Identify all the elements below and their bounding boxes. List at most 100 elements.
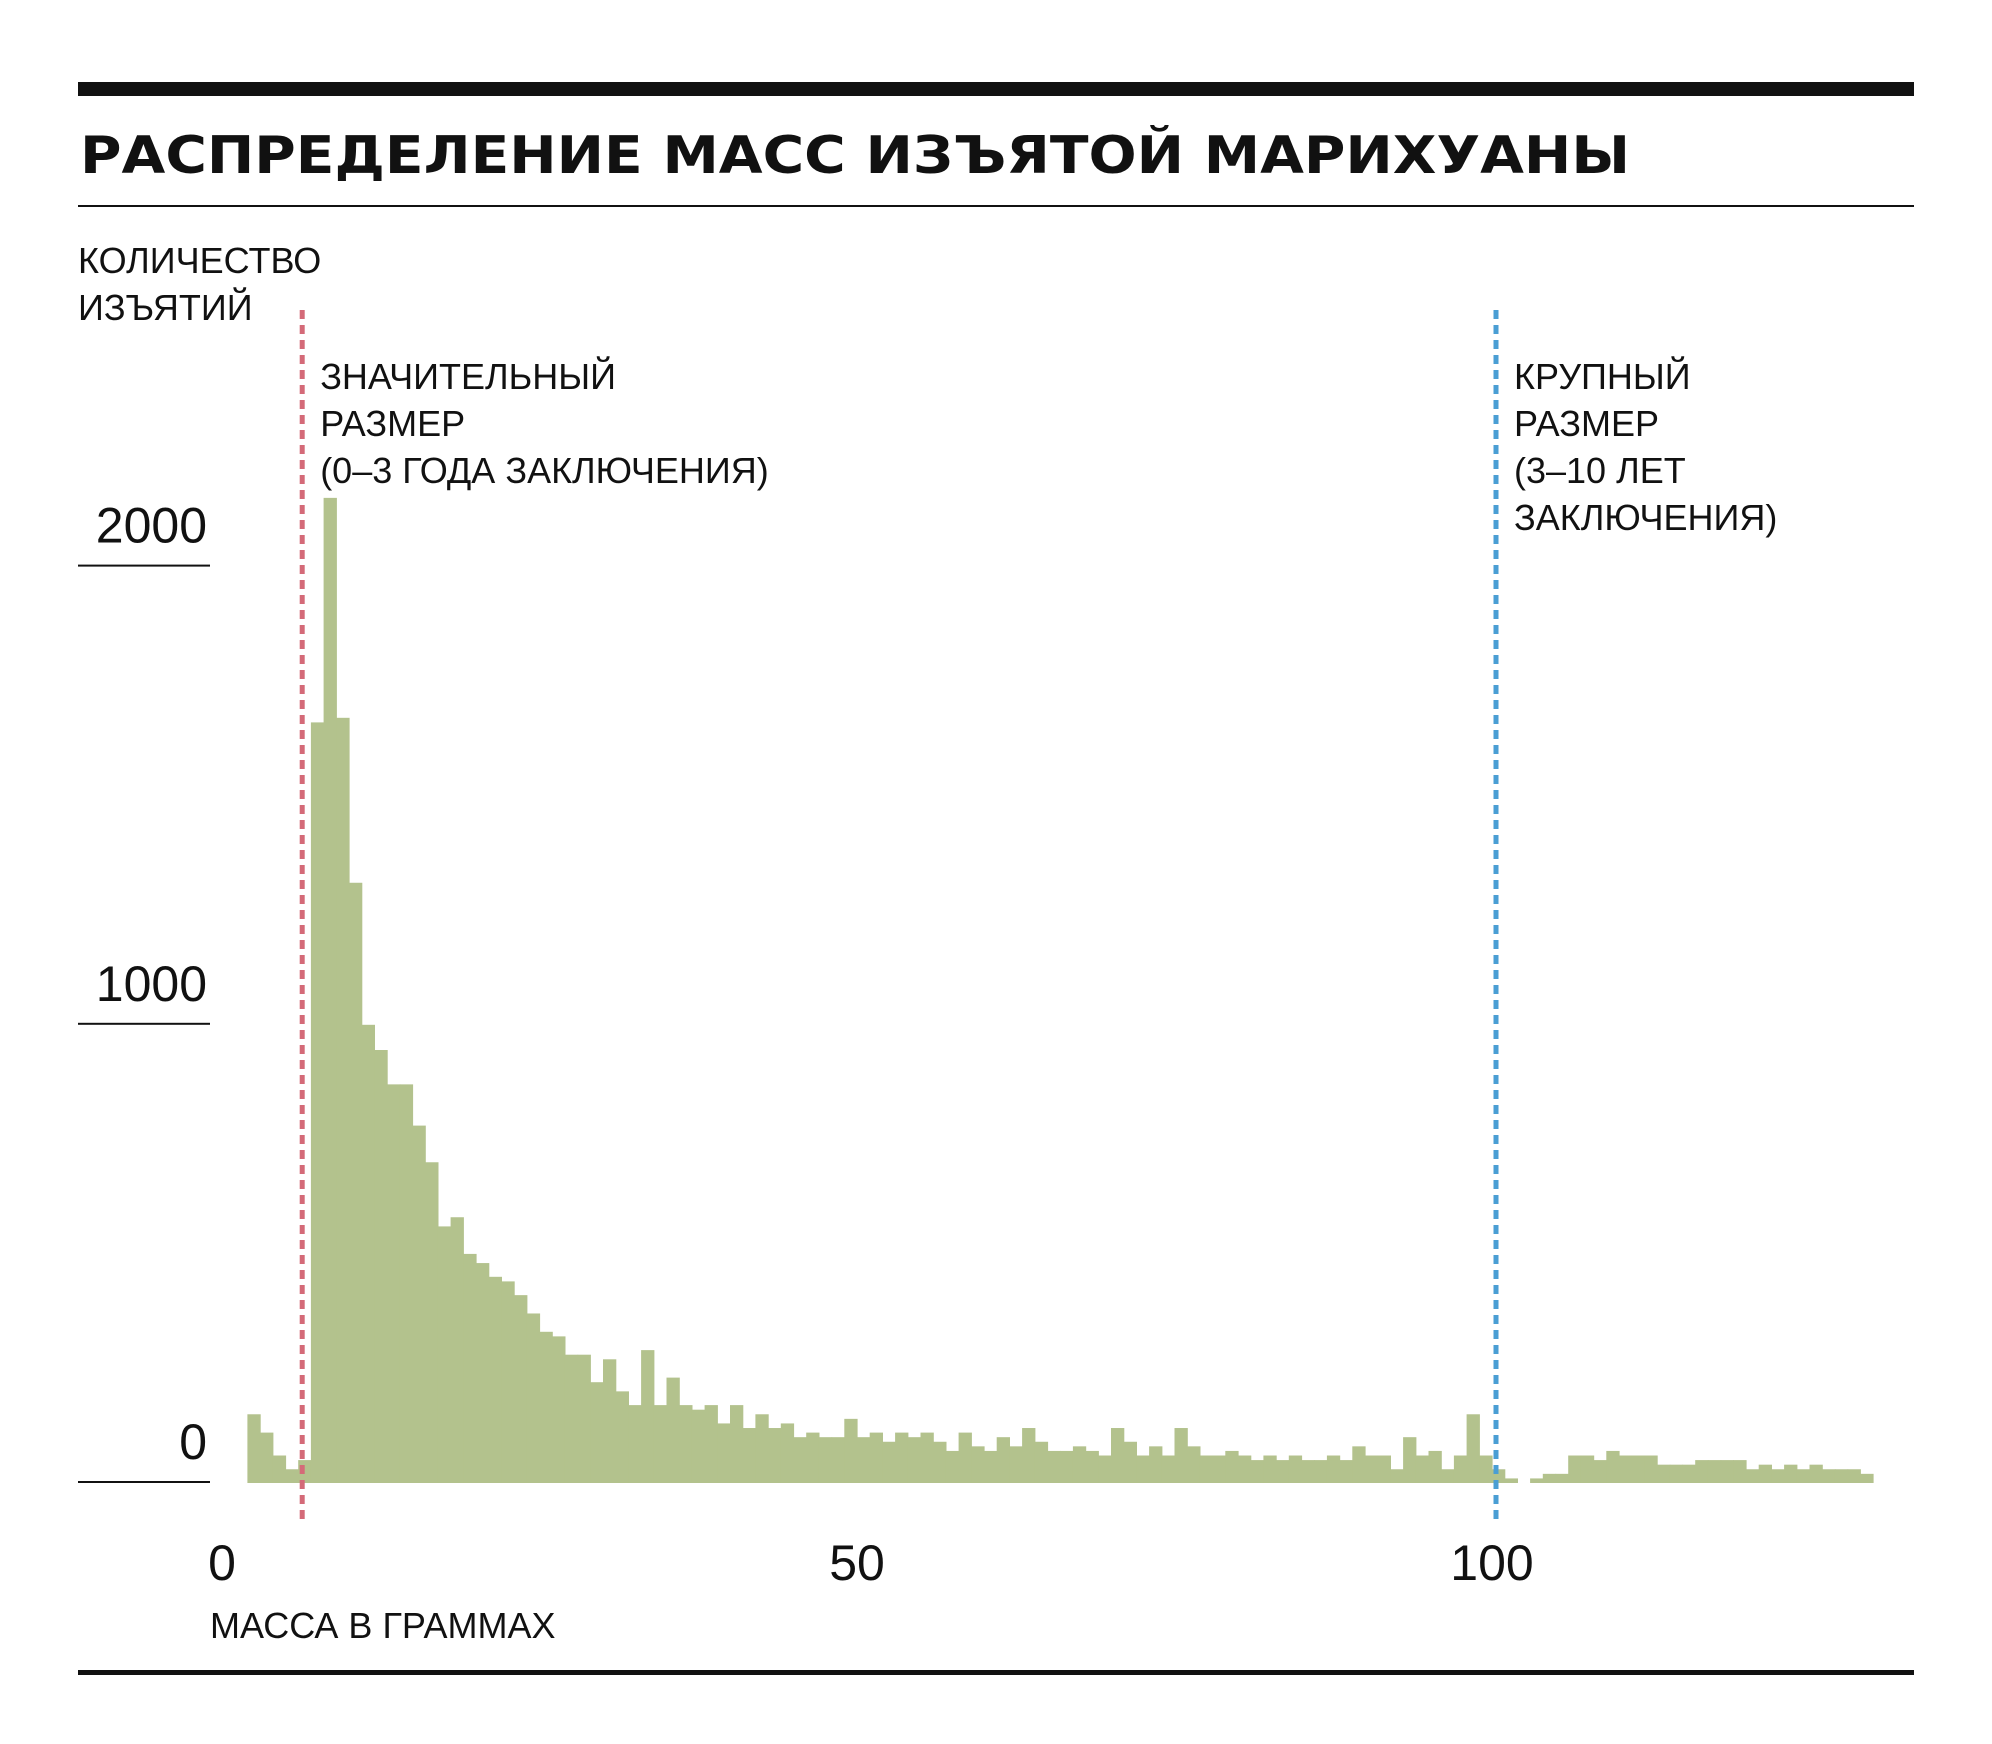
- histogram-bar: [526, 1313, 541, 1483]
- histogram-bar: [1796, 1469, 1811, 1483]
- top-rule: [78, 82, 1914, 96]
- threshold-annotation-line: ЗНАЧИТЕЛЬНЫЙ: [320, 355, 616, 397]
- histogram-bar: [780, 1423, 795, 1483]
- histogram-bar: [1377, 1455, 1391, 1483]
- histogram-bar: [895, 1432, 909, 1483]
- histogram-bar: [514, 1295, 528, 1483]
- histogram-bar: [399, 1084, 414, 1483]
- histogram-bar: [1085, 1450, 1099, 1483]
- histogram-bar: [1695, 1460, 1709, 1483]
- histogram-bar: [1072, 1446, 1087, 1483]
- histogram-bar: [1174, 1428, 1188, 1483]
- histogram-bar: [1352, 1446, 1366, 1483]
- histogram-bar: [1771, 1469, 1785, 1483]
- histogram-bar: [818, 1437, 833, 1483]
- histogram-bar: [412, 1125, 426, 1483]
- histogram-bar: [1580, 1455, 1595, 1483]
- histogram-bar: [476, 1263, 490, 1483]
- histogram-bar: [1593, 1460, 1607, 1483]
- threshold-annotation-line: КРУПНЫЙ: [1514, 355, 1691, 397]
- threshold-annotation-line: (0–3 ГОДА ЗАКЛЮЧЕНИЯ): [320, 450, 769, 491]
- title-underline: [78, 205, 1914, 207]
- x-tick-label: 100: [1450, 1535, 1533, 1591]
- histogram-bar: [717, 1423, 731, 1483]
- histogram-bar: [590, 1382, 604, 1483]
- histogram-bar: [1644, 1455, 1658, 1483]
- histogram-bar: [920, 1432, 934, 1483]
- histogram-bar: [831, 1437, 845, 1483]
- histogram-bar: [1263, 1455, 1277, 1483]
- histogram-bar: [260, 1432, 274, 1483]
- histogram-bar: [1504, 1478, 1518, 1483]
- y-tick-underline: [78, 1481, 210, 1483]
- histogram-bar: [272, 1455, 287, 1483]
- y-tick-underline: [78, 564, 210, 567]
- histogram-bar: [1060, 1450, 1074, 1483]
- histogram-bar: [1682, 1464, 1696, 1483]
- histogram-bar: [653, 1405, 668, 1483]
- histogram-bar: [730, 1405, 744, 1483]
- histogram-bar: [1441, 1469, 1455, 1483]
- histogram-bar: [1784, 1464, 1798, 1483]
- histogram-bar: [501, 1281, 515, 1483]
- histogram-bar: [907, 1437, 922, 1483]
- histogram-bars: [247, 497, 1874, 1483]
- histogram-bar: [1314, 1460, 1328, 1483]
- y-tick-label: 0: [179, 1414, 207, 1470]
- histogram-bar: [641, 1350, 655, 1483]
- histogram-bar: [768, 1428, 782, 1483]
- histogram-bar: [361, 1024, 375, 1483]
- histogram-bar: [1669, 1464, 1684, 1483]
- histogram-bar: [1225, 1450, 1239, 1483]
- histogram-bar: [1098, 1455, 1112, 1483]
- histogram-bar: [1733, 1460, 1747, 1483]
- histogram-bar: [285, 1469, 299, 1483]
- histogram-bar: [869, 1432, 883, 1483]
- histogram-bar: [374, 1050, 388, 1483]
- histogram-bar: [1111, 1428, 1125, 1483]
- histogram-bar: [1136, 1455, 1150, 1483]
- histogram-bar: [1834, 1469, 1849, 1483]
- histogram-bar: [857, 1437, 871, 1483]
- histogram-bar: [945, 1450, 960, 1483]
- histogram-bar: [1619, 1455, 1633, 1483]
- histogram-bar: [1542, 1473, 1557, 1483]
- histogram-bar: [1212, 1455, 1226, 1483]
- x-tick-label: 50: [829, 1535, 885, 1591]
- histogram-bar: [1199, 1455, 1214, 1483]
- histogram-bar: [984, 1450, 998, 1483]
- histogram-bar: [971, 1446, 985, 1483]
- threshold-annotation-line: ЗАКЛЮЧЕНИЯ): [1514, 497, 1777, 538]
- histogram-bar: [996, 1437, 1010, 1483]
- histogram-bar: [539, 1331, 553, 1483]
- histogram-bar: [1288, 1455, 1303, 1483]
- x-ticks: 0 50 100: [208, 1535, 1534, 1591]
- histogram-bar: [1707, 1460, 1722, 1483]
- histogram-bar: [1860, 1473, 1874, 1483]
- y-axis-label-line-2: ИЗЪЯТИЙ: [78, 286, 253, 328]
- histogram-bar: [1390, 1469, 1404, 1483]
- histogram-bar: [628, 1405, 642, 1483]
- histogram-bar: [387, 1084, 401, 1483]
- histogram-bar: [704, 1405, 718, 1483]
- histogram-bar: [437, 1226, 452, 1483]
- histogram-bar: [1339, 1460, 1353, 1483]
- histogram-bar: [615, 1391, 629, 1483]
- histogram-bar: [323, 497, 337, 1483]
- histogram-bar: [755, 1414, 769, 1483]
- histogram-bar: [1238, 1455, 1252, 1483]
- histogram-bar: [349, 882, 363, 1483]
- histogram-bar: [933, 1441, 947, 1483]
- histogram-bar: [1326, 1455, 1341, 1483]
- histogram-bar: [1276, 1460, 1290, 1483]
- threshold-annotation-line: РАЗМЕР: [1514, 403, 1659, 444]
- x-axis-label: МАССА В ГРАММАХ: [210, 1605, 556, 1646]
- histogram-bar: [844, 1418, 858, 1483]
- histogram-bar: [450, 1217, 464, 1483]
- histogram-bar: [425, 1162, 439, 1483]
- histogram-bar: [1530, 1478, 1544, 1483]
- histogram-bar: [1568, 1455, 1582, 1483]
- y-ticks: 0 1000 2000: [78, 498, 210, 1483]
- y-axis-label-line-1: КОЛИЧЕСТВО: [78, 240, 321, 281]
- histogram-bar: [1123, 1441, 1137, 1483]
